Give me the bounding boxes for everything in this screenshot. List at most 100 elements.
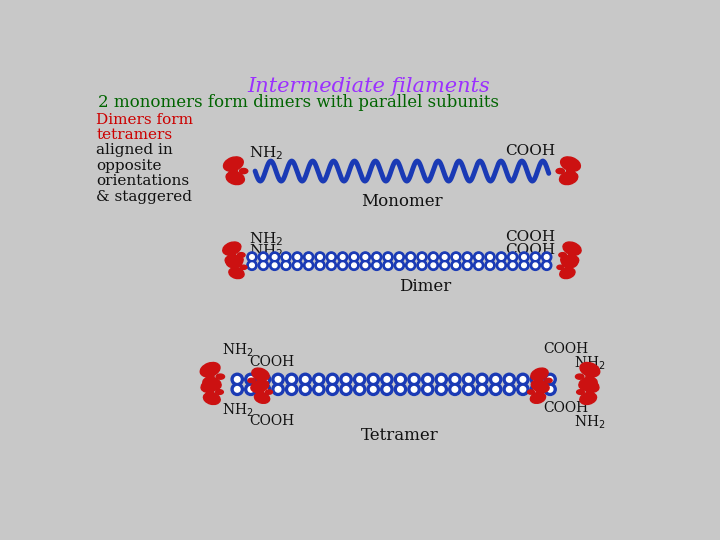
Circle shape bbox=[395, 373, 407, 386]
Circle shape bbox=[438, 376, 444, 382]
Ellipse shape bbox=[229, 268, 244, 279]
Circle shape bbox=[360, 260, 370, 271]
Circle shape bbox=[462, 383, 474, 395]
Circle shape bbox=[261, 255, 266, 259]
Text: COOH: COOH bbox=[505, 242, 555, 256]
Circle shape bbox=[371, 376, 376, 382]
Ellipse shape bbox=[240, 265, 247, 269]
Circle shape bbox=[421, 383, 434, 395]
Circle shape bbox=[544, 263, 549, 268]
Circle shape bbox=[480, 387, 485, 392]
Circle shape bbox=[315, 260, 325, 271]
Ellipse shape bbox=[577, 390, 585, 394]
Circle shape bbox=[496, 260, 506, 271]
Circle shape bbox=[318, 255, 323, 259]
Circle shape bbox=[340, 373, 352, 386]
Ellipse shape bbox=[533, 381, 549, 393]
Circle shape bbox=[531, 373, 543, 386]
Circle shape bbox=[451, 260, 461, 271]
Circle shape bbox=[439, 260, 450, 271]
Circle shape bbox=[349, 260, 359, 271]
Circle shape bbox=[541, 252, 552, 262]
Circle shape bbox=[506, 376, 512, 382]
Ellipse shape bbox=[559, 253, 567, 258]
Text: COOH: COOH bbox=[249, 414, 294, 428]
Circle shape bbox=[487, 255, 492, 259]
Circle shape bbox=[435, 373, 447, 386]
Ellipse shape bbox=[567, 168, 575, 174]
Circle shape bbox=[351, 263, 356, 268]
Circle shape bbox=[476, 373, 488, 386]
Circle shape bbox=[340, 383, 352, 395]
Circle shape bbox=[517, 383, 529, 395]
Ellipse shape bbox=[230, 168, 238, 174]
Text: NH$_2$: NH$_2$ bbox=[222, 401, 253, 418]
Circle shape bbox=[442, 263, 447, 268]
Circle shape bbox=[496, 252, 506, 262]
Circle shape bbox=[420, 255, 424, 259]
Circle shape bbox=[275, 387, 281, 392]
Circle shape bbox=[367, 383, 379, 395]
Circle shape bbox=[480, 376, 485, 382]
Circle shape bbox=[395, 260, 405, 271]
Circle shape bbox=[485, 252, 495, 262]
Circle shape bbox=[462, 252, 472, 262]
Circle shape bbox=[519, 252, 529, 262]
Circle shape bbox=[541, 260, 552, 271]
Text: COOH: COOH bbox=[505, 231, 555, 244]
Circle shape bbox=[431, 263, 436, 268]
Circle shape bbox=[306, 263, 311, 268]
Circle shape bbox=[329, 263, 333, 268]
Circle shape bbox=[292, 260, 302, 271]
Circle shape bbox=[318, 263, 323, 268]
Circle shape bbox=[384, 387, 390, 392]
Circle shape bbox=[462, 373, 474, 386]
Ellipse shape bbox=[257, 377, 264, 383]
Text: aligned in: aligned in bbox=[96, 143, 173, 157]
Circle shape bbox=[326, 383, 338, 395]
Circle shape bbox=[338, 252, 348, 262]
Ellipse shape bbox=[563, 242, 581, 255]
Ellipse shape bbox=[531, 393, 546, 403]
Ellipse shape bbox=[562, 255, 579, 267]
Circle shape bbox=[245, 373, 257, 386]
Text: COOH: COOH bbox=[544, 342, 588, 356]
Ellipse shape bbox=[248, 378, 255, 383]
Ellipse shape bbox=[203, 377, 221, 390]
Circle shape bbox=[503, 373, 516, 386]
Circle shape bbox=[316, 376, 322, 382]
Ellipse shape bbox=[204, 393, 220, 404]
Circle shape bbox=[547, 376, 553, 382]
Circle shape bbox=[490, 373, 502, 386]
Circle shape bbox=[384, 376, 390, 382]
Circle shape bbox=[534, 387, 539, 392]
Circle shape bbox=[474, 252, 484, 262]
Text: orientations: orientations bbox=[96, 174, 189, 188]
Circle shape bbox=[281, 260, 291, 271]
Circle shape bbox=[248, 376, 253, 382]
Ellipse shape bbox=[216, 390, 223, 394]
Circle shape bbox=[454, 263, 459, 268]
Circle shape bbox=[284, 263, 288, 268]
Circle shape bbox=[363, 255, 368, 259]
Circle shape bbox=[304, 260, 314, 271]
Circle shape bbox=[372, 260, 382, 271]
Text: NH$_2$: NH$_2$ bbox=[249, 242, 284, 260]
Circle shape bbox=[315, 252, 325, 262]
Circle shape bbox=[363, 263, 368, 268]
Circle shape bbox=[503, 383, 516, 395]
Circle shape bbox=[449, 373, 461, 386]
Circle shape bbox=[490, 383, 502, 395]
Ellipse shape bbox=[559, 172, 577, 185]
Circle shape bbox=[485, 260, 495, 271]
Circle shape bbox=[533, 263, 538, 268]
Circle shape bbox=[420, 263, 424, 268]
Circle shape bbox=[439, 252, 450, 262]
Circle shape bbox=[510, 255, 515, 259]
Circle shape bbox=[250, 263, 254, 268]
Circle shape bbox=[544, 255, 549, 259]
Circle shape bbox=[367, 373, 379, 386]
Circle shape bbox=[534, 376, 539, 382]
Circle shape bbox=[408, 263, 413, 268]
Circle shape bbox=[454, 255, 459, 259]
